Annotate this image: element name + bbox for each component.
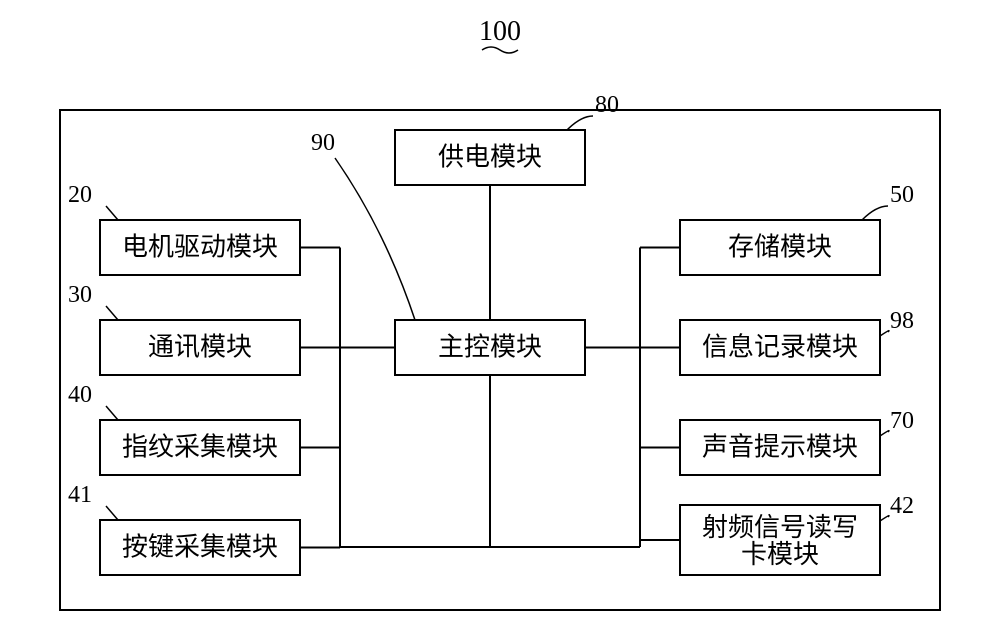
leader-rfid <box>880 516 889 521</box>
ref-power: 80 <box>595 92 619 118</box>
label-keypad: 按键采集模块 <box>122 532 278 561</box>
label-main: 主控模块 <box>438 332 542 361</box>
label-finger: 指纹采集模块 <box>122 432 278 461</box>
leader-finger <box>106 406 118 420</box>
label-rfid-2: 卡模块 <box>741 540 819 569</box>
label-power: 供电模块 <box>438 142 542 171</box>
ref-finger: 40 <box>68 382 92 408</box>
leader-inforec <box>880 331 889 336</box>
leader-motor <box>106 206 118 220</box>
label-rfid-1: 射频信号读写 <box>702 513 858 542</box>
ref-sound: 70 <box>890 408 914 434</box>
ref-rfid: 42 <box>890 493 914 519</box>
label-motor: 电机驱动模块 <box>122 232 278 261</box>
figure-number: 100 <box>479 16 521 47</box>
ref-inforec: 98 <box>890 308 914 334</box>
ref-keypad: 41 <box>68 482 92 508</box>
label-storage: 存储模块 <box>728 232 832 261</box>
label-comm: 通讯模块 <box>148 332 252 361</box>
leader-comm <box>106 306 118 320</box>
leader-sound <box>880 431 889 436</box>
label-inforec: 信息记录模块 <box>702 332 858 361</box>
leader-keypad <box>106 506 118 520</box>
leader-power <box>567 116 593 130</box>
ref-comm: 30 <box>68 282 92 308</box>
ref-motor: 20 <box>68 182 92 208</box>
ref-main: 90 <box>311 130 335 156</box>
ref-storage: 50 <box>890 182 914 208</box>
label-sound: 声音提示模块 <box>702 432 858 461</box>
leader-storage <box>862 206 888 220</box>
figure-number-underline <box>482 47 518 53</box>
